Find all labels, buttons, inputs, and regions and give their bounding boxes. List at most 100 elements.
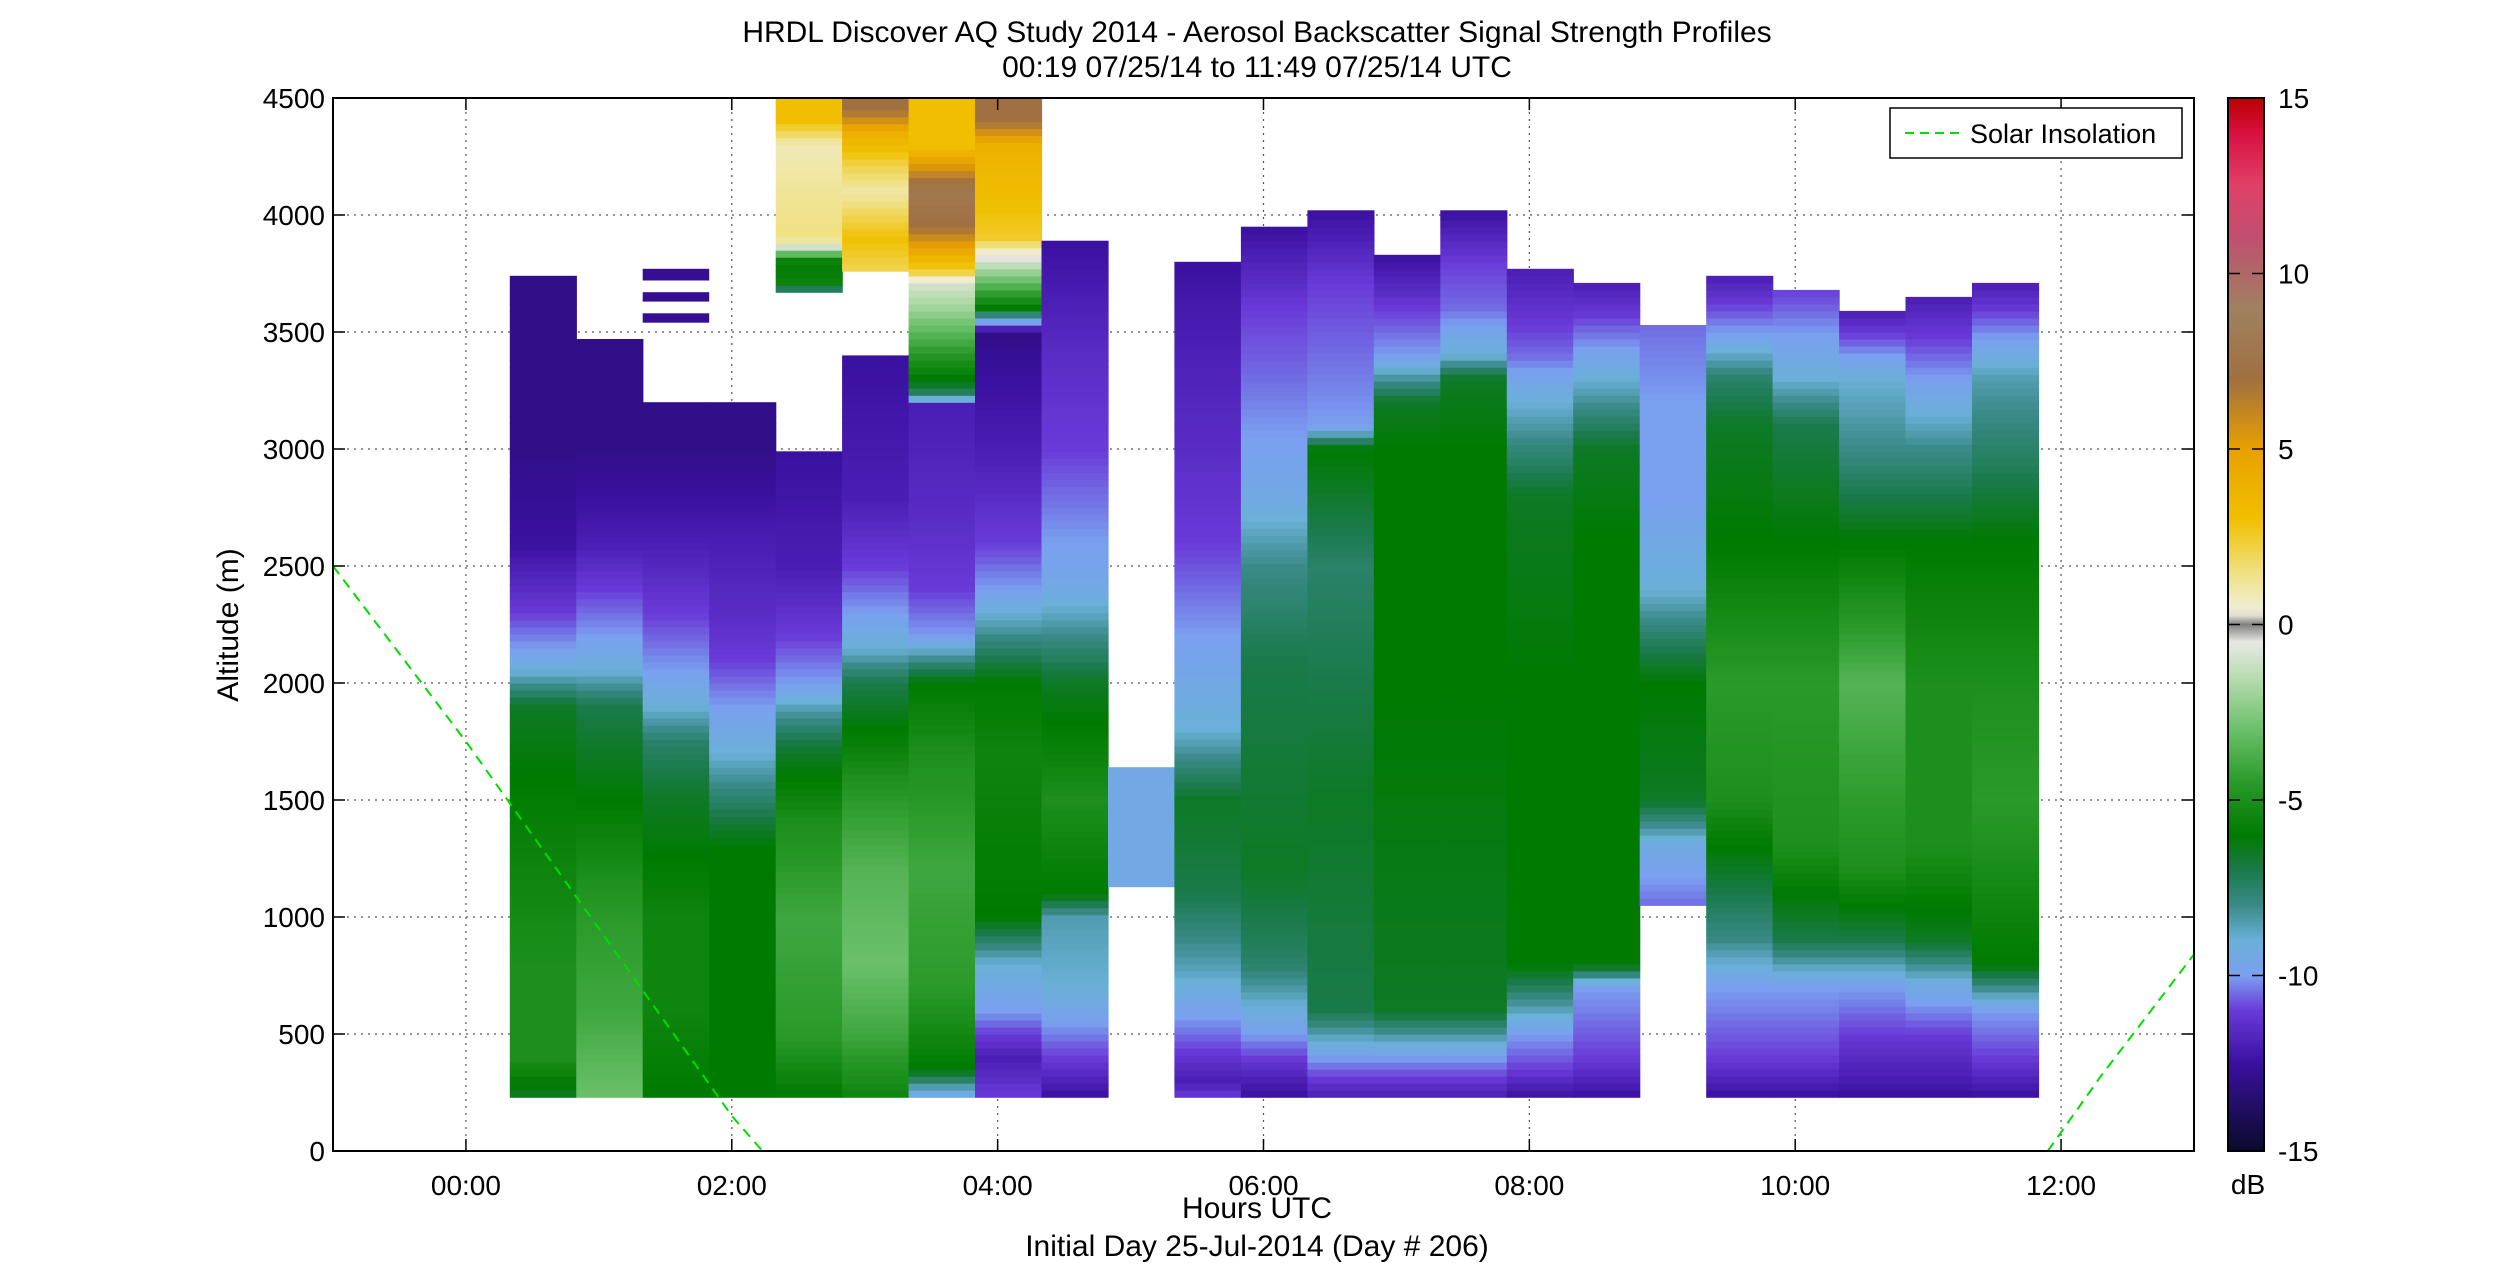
heatmap-cell (1706, 669, 1774, 677)
heatmap-cell (1772, 381, 1840, 389)
heatmap-cell (1440, 528, 1508, 537)
heatmap-cell (1506, 542, 1574, 551)
heatmap-cell (775, 521, 843, 530)
heatmap-cell (1440, 928, 1508, 937)
heatmap-cell (1573, 1090, 1641, 1098)
heatmap-cell (975, 163, 1043, 172)
heatmap-cell (1972, 577, 2040, 586)
heatmap-cell (1440, 823, 1508, 831)
heatmap-cell (975, 851, 1043, 860)
heatmap-cell (1506, 921, 1574, 930)
heatmap-cell (908, 296, 976, 305)
heatmap-cell (1041, 360, 1109, 368)
heatmap-cell (1506, 788, 1574, 796)
heatmap-cell (1772, 542, 1840, 551)
heatmap-cell (775, 963, 843, 972)
heatmap-cell (1373, 977, 1441, 986)
profile-column (1506, 268, 1574, 1098)
heatmap-cell (1772, 416, 1840, 424)
heatmap-cell (642, 458, 710, 466)
heatmap-cell (1905, 739, 1973, 747)
heatmap-cell (975, 654, 1043, 663)
heatmap-cell (1373, 1041, 1441, 1049)
heatmap-cell (1839, 844, 1907, 853)
heatmap-cell (775, 970, 843, 979)
heatmap-cell (576, 879, 644, 888)
heatmap-cell (1639, 884, 1707, 892)
heatmap-cell (509, 402, 577, 410)
heatmap-cell (775, 151, 843, 160)
heatmap-cell (908, 1005, 976, 1014)
heatmap-cell (1506, 935, 1574, 944)
heatmap-cell (1639, 673, 1707, 682)
heatmap-cell (1506, 669, 1574, 677)
y-tick-label: 2500 (263, 551, 325, 582)
heatmap-cell (775, 935, 843, 944)
heatmap-cell (1639, 743, 1707, 752)
heatmap-cell (1905, 676, 1973, 684)
heatmap-cell (576, 633, 644, 642)
heatmap-cell (642, 570, 710, 579)
heatmap-cell (642, 816, 710, 824)
heatmap-cell (1240, 605, 1308, 614)
heatmap-cell (908, 928, 976, 937)
heatmap-cell (1373, 633, 1441, 642)
heatmap-cell (1240, 879, 1308, 888)
heatmap-cell (975, 1090, 1043, 1098)
heatmap-cell (775, 942, 843, 951)
heatmap-cell (1373, 1055, 1441, 1063)
heatmap-cell (709, 753, 777, 761)
heatmap-cell (908, 486, 976, 494)
heatmap-cell (1240, 268, 1308, 277)
heatmap-cell (1972, 704, 2040, 712)
heatmap-cell (509, 760, 577, 768)
heatmap-cell (908, 275, 976, 284)
heatmap-cell (1240, 739, 1308, 747)
heatmap-cell (1506, 683, 1574, 691)
heatmap-cell (1839, 991, 1907, 1000)
heatmap-cell (1440, 416, 1508, 424)
heatmap-cell (1174, 289, 1242, 298)
heatmap-cell (908, 774, 976, 782)
heatmap-cell (1307, 683, 1375, 691)
heatmap-cell (1240, 1069, 1308, 1077)
heatmap-cell (975, 381, 1043, 389)
heatmap-cell (775, 654, 843, 663)
heatmap-cell (576, 760, 644, 768)
heatmap-cell (1972, 935, 2040, 944)
heatmap-cell (1839, 647, 1907, 656)
heatmap-cell (1772, 451, 1840, 459)
heatmap-cell (1307, 851, 1375, 860)
heatmap-cell (908, 542, 976, 551)
heatmap-cell (975, 219, 1043, 228)
heatmap-cell (1440, 970, 1508, 979)
heatmap-cell (1972, 500, 2040, 509)
heatmap-cell (775, 229, 843, 237)
heatmap-cell (1373, 1012, 1441, 1021)
heatmap-cell (1307, 381, 1375, 389)
heatmap-cell (1772, 802, 1840, 810)
heatmap-cell (975, 528, 1043, 537)
heatmap-cell (1174, 310, 1242, 319)
heatmap-cell (1307, 591, 1375, 600)
heatmap-cell (509, 1034, 577, 1042)
heatmap-cell (1639, 891, 1707, 899)
heatmap-cell (1839, 654, 1907, 663)
heatmap-cell (1905, 303, 1973, 312)
heatmap-cell (1573, 1069, 1641, 1077)
heatmap-cell (1639, 582, 1707, 590)
heatmap-cell (1240, 830, 1308, 838)
heatmap-cell (1506, 577, 1574, 586)
heatmap-cell (1240, 781, 1308, 789)
heatmap-cell (1174, 697, 1242, 705)
heatmap-cell (1506, 753, 1574, 761)
heatmap-cell (1240, 823, 1308, 831)
heatmap-cell (1240, 935, 1308, 944)
heatmap-cell (1573, 669, 1641, 677)
heatmap-cell (842, 851, 910, 860)
heatmap-cell (1440, 437, 1508, 445)
heatmap-cell (1174, 774, 1242, 782)
heatmap-cell (1373, 423, 1441, 431)
heatmap-cell (1440, 254, 1508, 263)
heatmap-cell (1706, 549, 1774, 558)
